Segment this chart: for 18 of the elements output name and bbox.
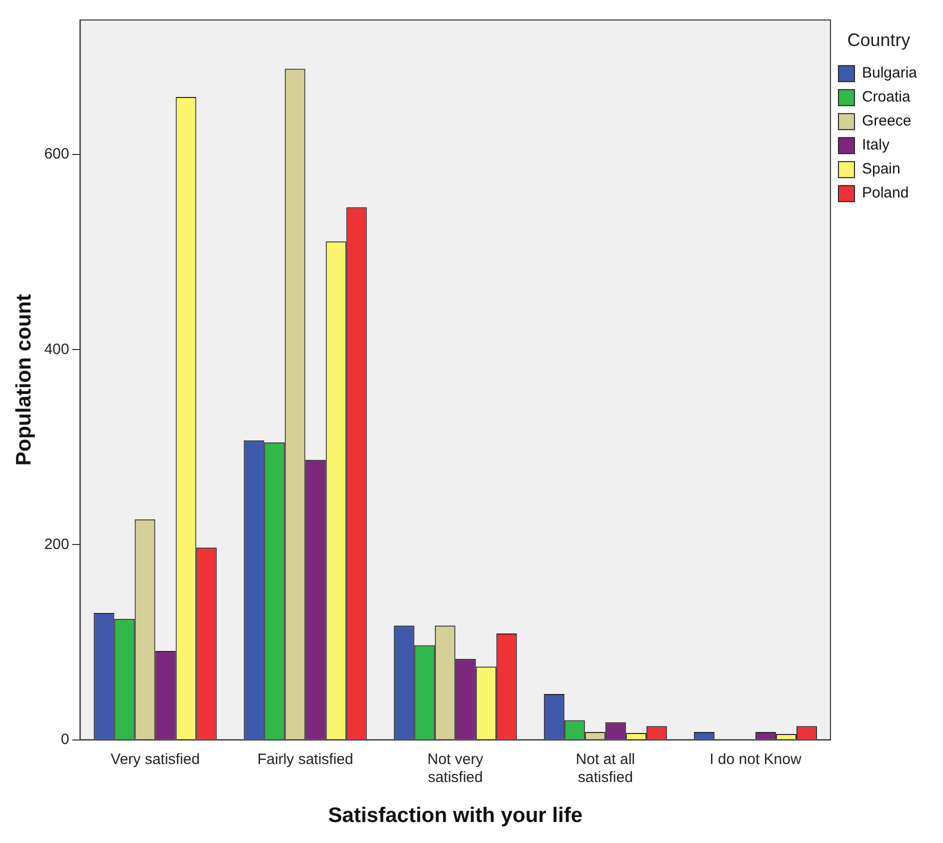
legend-label: Greece xyxy=(862,112,912,130)
x-tick-label: Fairly satisfied xyxy=(257,750,354,768)
legend-label: Poland xyxy=(862,184,909,202)
y-axis-title: Population count xyxy=(12,294,36,466)
legend-label: Italy xyxy=(862,136,890,154)
legend-label: Bulgaria xyxy=(862,64,918,82)
x-tick-label: Not at all satisfied xyxy=(576,750,635,786)
legend-label: Spain xyxy=(862,160,900,178)
x-tick-label: Very satisfied xyxy=(110,750,200,768)
y-tick-label: 600 xyxy=(44,146,70,163)
x-axis-title: Satisfaction with your life xyxy=(328,804,583,828)
y-tick-label: 400 xyxy=(44,340,70,358)
y-tick-label: 200 xyxy=(44,536,70,553)
legend-label: Croatia xyxy=(862,88,911,106)
x-tick-label: Not very satisfied xyxy=(427,750,484,786)
x-tick-label: I do not Know xyxy=(710,750,802,768)
legend-title: Country xyxy=(847,30,910,50)
y-tick-label: 0 xyxy=(60,730,70,748)
